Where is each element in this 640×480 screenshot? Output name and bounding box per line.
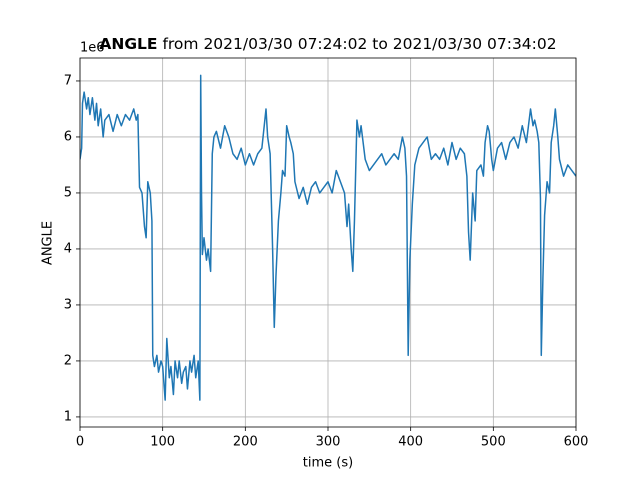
- y-tick-label: 4: [64, 241, 72, 256]
- data-line: [80, 74, 576, 401]
- x-tick-label: 0: [76, 435, 84, 450]
- y-tick-label: 6: [64, 129, 72, 144]
- plot-frame: [79, 57, 577, 428]
- x-tick-label: 300: [316, 435, 341, 450]
- x-axis-label: time (s): [303, 456, 353, 471]
- x-tick-label: 100: [150, 435, 175, 450]
- x-tick-label: 500: [481, 435, 506, 450]
- y-tick-label: 3: [64, 297, 72, 312]
- title-bold: ANGLE: [99, 35, 157, 53]
- chart-title: ANGLE from 2021/03/30 07:24:02 to 2021/0…: [99, 35, 556, 53]
- x-tick-label: 600: [564, 435, 589, 450]
- y-tick-label: 7: [64, 73, 72, 88]
- x-tick-label: 200: [233, 435, 258, 450]
- y-tick-label: 2: [64, 353, 72, 368]
- title-rest: from 2021/03/30 07:24:02 to 2021/03/30 0…: [158, 35, 557, 53]
- y-offset-label: 1e6: [80, 41, 105, 56]
- y-tick-label: 5: [64, 185, 72, 200]
- y-axis-label: ANGLE: [41, 221, 56, 265]
- y-tick-label: 1: [64, 409, 72, 424]
- x-tick-label: 400: [398, 435, 423, 450]
